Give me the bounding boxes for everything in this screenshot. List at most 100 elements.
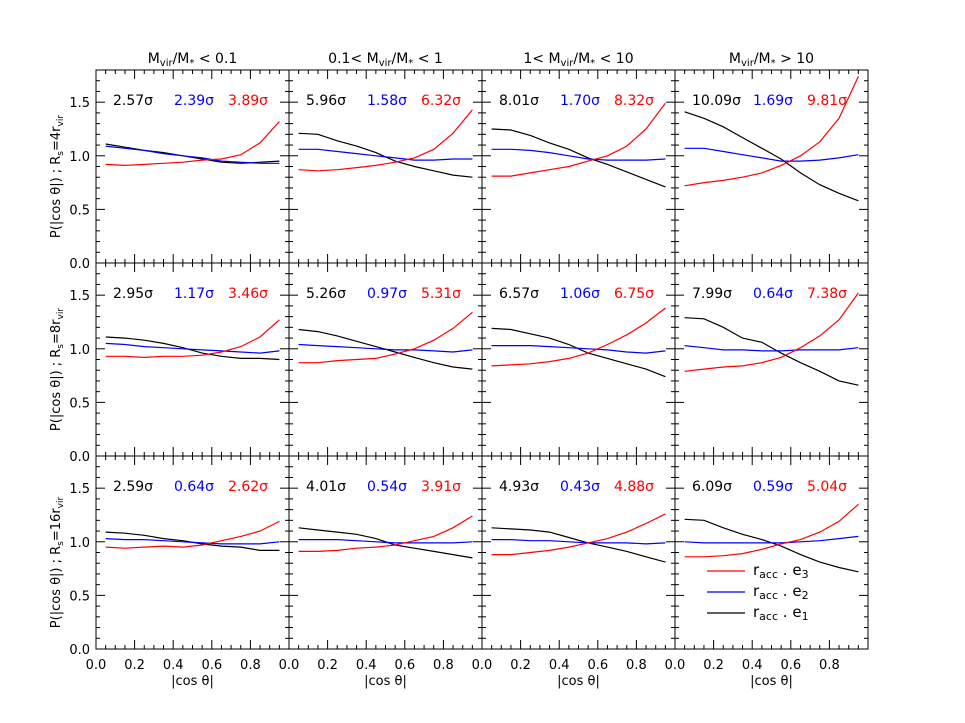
significance-label: 6.32σ (421, 93, 461, 109)
x-tick-label: 0.4 (356, 658, 377, 673)
series-line-e3 (684, 292, 859, 372)
x-tick-label: 0.6 (201, 658, 222, 673)
series-line-e1 (684, 317, 859, 386)
y-tick-label: 1.0 (69, 343, 90, 358)
panel: 0.0 0.5 1.0 1.5 2.95σ 1.17σ 3.46σ (69, 262, 290, 465)
x-tick-label: 0.2 (703, 658, 724, 673)
series-line-e2 (105, 145, 280, 164)
x-axis-label: |cos θ| (557, 674, 600, 689)
significance-label: 0.43σ (560, 479, 600, 495)
legend-label: racc . e3 (753, 561, 809, 581)
x-tick-label: 0.0 (86, 658, 107, 673)
series-line-e2 (105, 342, 280, 354)
x-tick-label: 0.2 (317, 658, 338, 673)
significance-label: 5.96σ (306, 93, 346, 109)
y-tick-label: 1.0 (69, 536, 90, 551)
significance-label: 0.64σ (174, 479, 214, 495)
significance-label: 2.59σ (113, 479, 153, 495)
column-title: Mvir/M* > 10 (729, 51, 814, 69)
x-tick-label: 0.6 (587, 658, 608, 673)
series-line-e2 (491, 538, 666, 545)
panel: 5.96σ 1.58σ 6.32σ (288, 69, 483, 264)
significance-label: 2.62σ (228, 479, 268, 495)
significance-label: 6.57σ (499, 286, 539, 302)
panel: 6.57σ 1.06σ 6.75σ (481, 262, 676, 457)
x-tick-label: 0.2 (124, 658, 145, 673)
legend-label: racc . e1 (753, 603, 809, 623)
row-axis-label: P(|cos θ|) ; Rs=16rvir (49, 497, 66, 629)
series-line-e1 (684, 518, 859, 573)
x-axis-label: |cos θ| (171, 674, 214, 689)
series-line-e2 (298, 148, 473, 161)
x-tick-label: 0.8 (819, 658, 840, 673)
y-tick-label: 0.5 (69, 589, 90, 604)
series-line-e1 (684, 111, 859, 202)
series-line-e2 (684, 535, 859, 544)
panel: 0.0 0.2 0.4 0.6 0.8 |cos θ| 6.09σ 0.59σ 5.04σ (665, 455, 869, 689)
series-line-e3 (684, 76, 859, 187)
series-line-e3 (491, 102, 666, 177)
row-axis-label: P(|cos θ|) ; Rs=8rvir (49, 308, 66, 431)
x-tick-label: 0.8 (626, 658, 647, 673)
series-line-e3 (298, 109, 473, 172)
significance-label: 5.31σ (421, 286, 461, 302)
x-tick-label: 0.0 (279, 658, 300, 673)
x-tick-label: 0.0 (472, 658, 493, 673)
y-tick-label: 1.5 (69, 289, 90, 304)
series-line-e2 (684, 345, 859, 352)
series-line-e2 (105, 538, 280, 545)
panel: 0.0 0.2 0.4 0.6 0.8 |cos θ| 4.93σ 0.43σ 4.88σ (472, 455, 676, 689)
series-line-e3 (491, 307, 666, 367)
y-tick-label: 0.5 (69, 203, 90, 218)
significance-label: 2.39σ (174, 93, 214, 109)
significance-label: 0.54σ (367, 479, 407, 495)
significance-label: 3.89σ (228, 93, 268, 109)
significance-label: 3.46σ (228, 286, 268, 302)
series-line-e2 (684, 147, 859, 162)
significance-label: 3.91σ (421, 479, 461, 495)
x-tick-label: 0.8 (433, 658, 454, 673)
y-tick-label: 0.0 (69, 257, 90, 272)
significance-label: 1.69σ (753, 93, 793, 109)
significance-label: 2.57σ (113, 93, 153, 109)
column-title: 0.1< Mvir/M* < 1 (328, 51, 443, 69)
row-axis-label: P(|cos θ|) ; Rs=4rvir (49, 115, 66, 238)
significance-label: 7.38σ (807, 286, 847, 302)
significance-label: 2.95σ (113, 286, 153, 302)
significance-label: 0.97σ (367, 286, 407, 302)
panel: 0.0 0.5 1.0 1.5 0.0 0.2 0.4 0.6 0.8 |cos θ| 2.59σ 0… (69, 455, 290, 689)
series-line-e3 (491, 513, 666, 556)
significance-label: 7.99σ (692, 286, 732, 302)
series-line-e3 (684, 503, 859, 558)
significance-label: 0.59σ (753, 479, 793, 495)
series-line-e2 (298, 538, 473, 544)
significance-label: 1.06σ (560, 286, 600, 302)
series-line-e1 (491, 128, 666, 188)
panel: 5.26σ 0.97σ 5.31σ (288, 262, 483, 457)
column-title: Mvir/M* < 0.1 (148, 51, 238, 69)
series-line-e3 (105, 319, 280, 359)
significance-label: 1.58σ (367, 93, 407, 109)
series-line-e2 (298, 343, 473, 353)
panel: 0.0 0.2 0.4 0.6 0.8 |cos θ| 4.01σ 0.54σ 3.91σ (279, 455, 483, 689)
panel: 0.0 0.5 1.0 1.5 2.57σ 2.39σ 3.89σ (69, 69, 290, 272)
series-line-e3 (105, 520, 280, 549)
x-tick-label: 0.4 (742, 658, 763, 673)
significance-label: 8.01σ (499, 93, 539, 109)
y-tick-label: 0.5 (69, 396, 90, 411)
x-tick-label: 0.6 (780, 658, 801, 673)
y-tick-label: 1.5 (69, 482, 90, 497)
significance-label: 9.81σ (807, 93, 847, 109)
significance-label: 1.70σ (560, 93, 600, 109)
y-tick-label: 1.0 (69, 150, 90, 165)
significance-label: 5.04σ (807, 479, 847, 495)
significance-label: 4.01σ (306, 479, 346, 495)
y-tick-label: 0.0 (69, 450, 90, 465)
legend-label: racc . e2 (753, 582, 809, 602)
significance-label: 4.88σ (614, 479, 654, 495)
panel: 8.01σ 1.70σ 8.32σ (481, 69, 676, 264)
significance-label: 6.75σ (614, 286, 654, 302)
x-axis-label: |cos θ| (364, 674, 407, 689)
significance-label: 1.17σ (174, 286, 214, 302)
